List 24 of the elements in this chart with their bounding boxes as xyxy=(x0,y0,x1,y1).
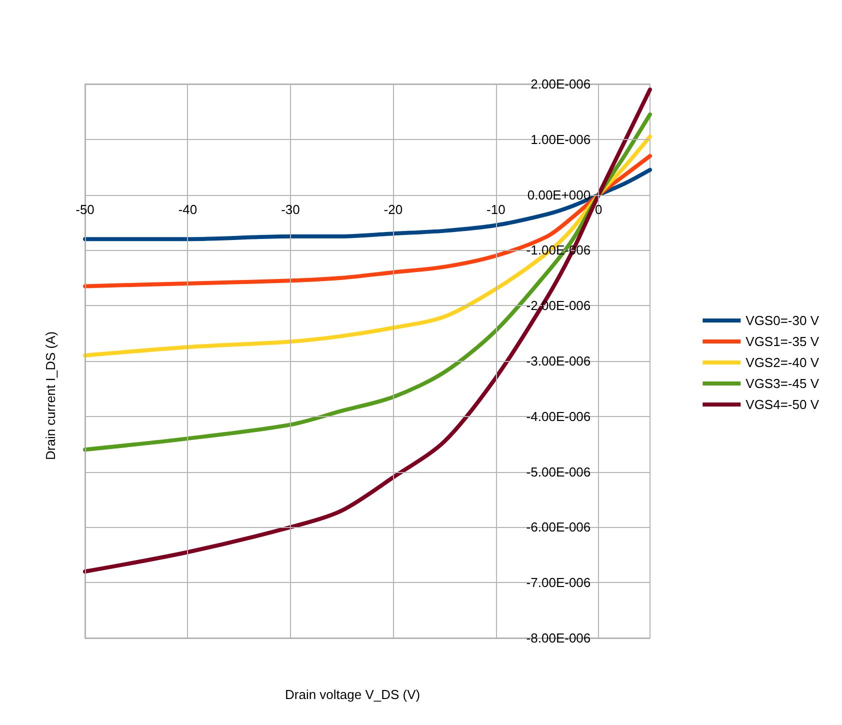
y-tick-label: 0.00E+000 xyxy=(527,187,591,202)
x-tick-label: -10 xyxy=(486,202,506,217)
x-axis-title: Drain voltage V_DS (V) xyxy=(285,687,420,702)
x-tick-label: -40 xyxy=(178,202,198,217)
legend-label: VGS1=-35 V xyxy=(746,334,820,349)
y-tick-label: -7.00E-006 xyxy=(526,575,591,590)
y-axis-title: Drain current I_DS (A) xyxy=(43,331,58,460)
y-tick-label: -2.00E-006 xyxy=(526,298,591,314)
x-tick-label: -20 xyxy=(384,202,403,217)
y-tick-label: 2.00E-006 xyxy=(530,76,591,92)
legend-label: VGS4=-50 V xyxy=(746,397,820,412)
y-tick-label: -4.00E-006 xyxy=(526,408,591,424)
y-tick-label: -6.00E-006 xyxy=(526,520,591,535)
x-tick-label: -30 xyxy=(281,202,300,217)
legend-label: VGS0=-30 V xyxy=(746,313,820,328)
legend-label: VGS2=-40 V xyxy=(746,355,820,370)
y-tick-label: -5.00E-006 xyxy=(526,464,591,480)
x-tick-label: 0 xyxy=(595,202,602,217)
y-tick-label: -3.00E-006 xyxy=(526,354,591,368)
legend-label: VGS3=-45 V xyxy=(746,376,820,391)
y-tick-label: 1.00E-006 xyxy=(530,132,591,147)
x-tick-label: -50 xyxy=(76,202,94,217)
y-tick-label: -8.00E-006 xyxy=(526,630,591,646)
y-tick-label: -1.00E-006 xyxy=(526,242,591,258)
